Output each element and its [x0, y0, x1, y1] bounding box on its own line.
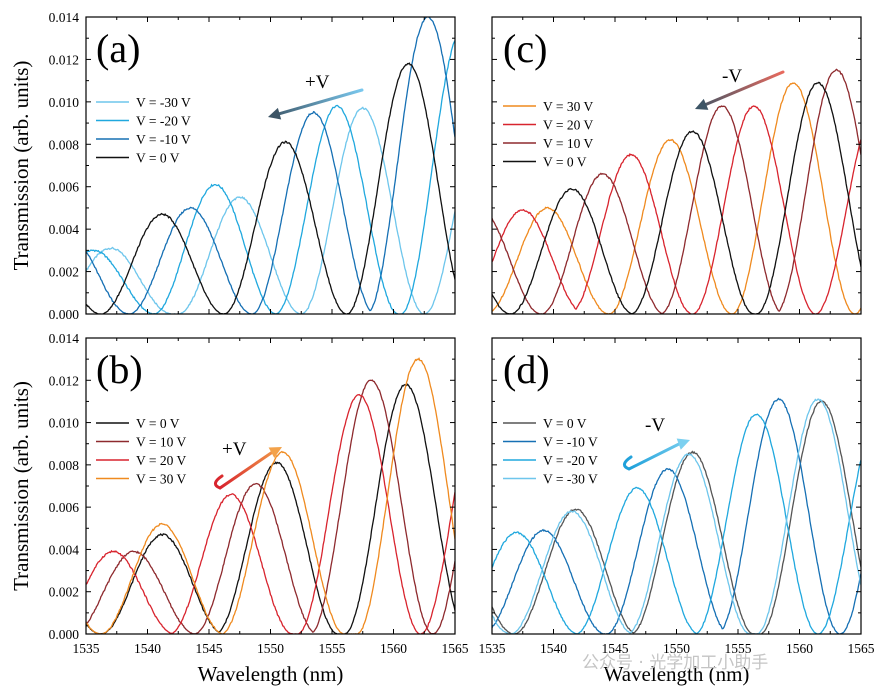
legend-label: V = 0 V — [543, 155, 587, 170]
x-tick-label: 1565 — [442, 641, 469, 656]
x-tick-label: 1535 — [73, 641, 100, 656]
y-tick-label: 0.002 — [49, 585, 79, 600]
legend-label: V = -10 V — [136, 132, 191, 147]
legend-label: V = 0 V — [136, 151, 180, 166]
x-axis-title: Wavelength (nm) — [198, 662, 344, 686]
annotation-label: +V — [222, 439, 247, 460]
panel-a: 0.000 0.002 0.004 0.006 0.008 0.010 0.012 0.014… — [9, 10, 456, 322]
x-tick-label: 1560 — [786, 641, 813, 656]
series-line-3 — [492, 413, 861, 634]
x-tick-label: 1540 — [540, 641, 567, 656]
arrow-shaft — [278, 88, 364, 116]
legend-label: V = 20 V — [136, 453, 187, 468]
x-axis-title: Wavelength (nm) — [604, 662, 750, 686]
x-tick-label: 1555 — [319, 641, 346, 656]
series-line-3 — [492, 68, 861, 314]
y-tick-label: 0.012 — [49, 373, 79, 388]
arrow-head — [268, 107, 282, 120]
x-tick-label: 1540 — [134, 641, 161, 656]
series-line-1 — [492, 82, 861, 314]
legend: V = 0 V V = -10 V V = -20 V V = -30 V — [503, 416, 598, 487]
y-axis-title: Transmission (arb. units) — [9, 61, 33, 271]
series-line-4 — [492, 398, 861, 634]
legend: V = 30 V V = 20 V V = 10 V V = 0 V — [503, 99, 594, 170]
annotation-label: -V — [645, 415, 665, 436]
series-line-4 — [492, 81, 861, 314]
arrow-shaft — [214, 451, 273, 490]
shift-arrow — [695, 70, 785, 110]
y-tick-label: 0.004 — [49, 222, 80, 237]
legend-label: V = 30 V — [136, 472, 187, 487]
x-tick-label: 1550 — [663, 641, 690, 656]
panel-label: (a) — [96, 26, 140, 71]
shift-arrow — [268, 88, 364, 120]
legend-label: V = 0 V — [136, 416, 180, 431]
y-tick-label: 0.006 — [49, 180, 80, 195]
arrow-shaft — [704, 70, 785, 106]
legend-label: V = -10 V — [543, 435, 598, 450]
x-tick-label: 1560 — [380, 641, 407, 656]
panel-label: (d) — [503, 347, 550, 392]
series-line-1 — [86, 383, 455, 634]
legend-label: V = -30 V — [543, 472, 598, 487]
panel-c: (c) V = 30 V V = 20 V V = 10 V V = 0 V -V — [491, 16, 862, 315]
series-layer — [492, 397, 861, 634]
arrow-head — [695, 98, 709, 110]
series-line-4 — [86, 357, 455, 634]
legend-label: V = 10 V — [136, 435, 187, 450]
y-tick-label: 0.014 — [49, 10, 80, 25]
series-layer — [86, 357, 455, 634]
panel-label: (b) — [96, 347, 143, 392]
y-tick-label: 0.002 — [49, 265, 79, 280]
x-tick-label: 1565 — [848, 641, 875, 656]
panel-d: 1535 1540 1545 1550 1555 1560 1565 Wavelength (… — [479, 337, 875, 686]
series-layer — [492, 68, 861, 314]
arrow-head — [268, 447, 282, 459]
x-tick-label: 1535 — [479, 641, 506, 656]
legend-label: V = -20 V — [543, 453, 598, 468]
legend: V = -30 V V = -20 V V = -10 V V = 0 V — [96, 95, 191, 166]
legend: V = 0 V V = 10 V V = 20 V V = 30 V — [96, 416, 187, 487]
legend-label: V = 30 V — [543, 99, 594, 114]
legend-label: V = 0 V — [543, 416, 587, 431]
y-tick-label: 0.004 — [49, 542, 80, 557]
x-tick-label: 1550 — [257, 641, 284, 656]
series-line-2 — [492, 105, 861, 314]
series-line-4 — [86, 62, 455, 314]
panel-label: (c) — [503, 26, 547, 71]
y-tick-label: 0.008 — [49, 137, 80, 152]
series-line-1 — [492, 399, 861, 634]
legend-label: V = -30 V — [136, 95, 191, 110]
shift-arrow — [623, 438, 690, 471]
y-tick-label: 0.014 — [49, 331, 80, 346]
watermark: 公众号 · 光学加工小助手 — [582, 653, 768, 673]
panel-b: 1535 1540 1545 1550 1555 1560 1565 0.000 0.002 0.… — [9, 331, 469, 686]
y-tick-label: 0.000 — [49, 627, 80, 642]
legend-label: V = 10 V — [543, 136, 594, 151]
y-tick-label: 0.010 — [49, 416, 80, 431]
y-tick-label: 0.000 — [49, 307, 80, 322]
annotation-label: -V — [722, 66, 742, 87]
shift-arrow — [214, 447, 282, 490]
y-tick-label: 0.010 — [49, 95, 80, 110]
x-tick-label: 1545 — [196, 641, 223, 656]
legend-label: V = 20 V — [543, 118, 594, 133]
y-axis-title: Transmission (arb. units) — [9, 381, 33, 591]
y-tick-label: 0.008 — [49, 458, 80, 473]
series-line-3 — [86, 17, 455, 314]
arrow-head — [676, 438, 690, 450]
y-tick-label: 0.012 — [49, 52, 79, 67]
x-tick-label: 1555 — [725, 641, 752, 656]
x-tick-label: 1545 — [602, 641, 629, 656]
arrow-shaft — [623, 442, 681, 471]
series-line-3 — [86, 393, 455, 634]
y-tick-label: 0.006 — [49, 500, 80, 515]
legend-label: V = -20 V — [136, 114, 191, 129]
annotation-label: +V — [305, 72, 330, 93]
